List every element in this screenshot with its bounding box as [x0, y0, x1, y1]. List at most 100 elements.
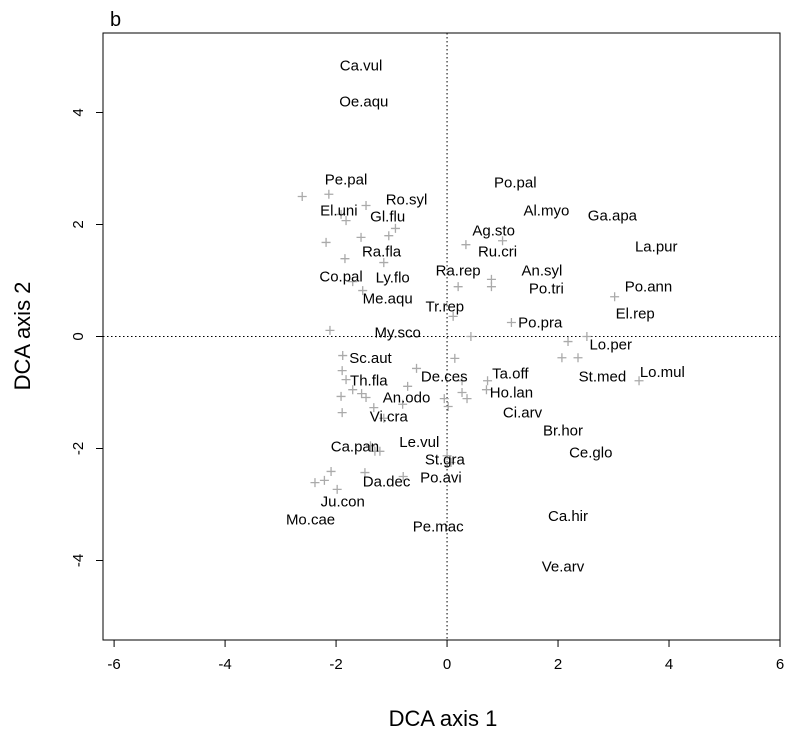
- species-label: Lo.mul: [640, 364, 685, 381]
- site-point: [634, 376, 644, 386]
- site-point: [486, 282, 496, 292]
- x-tick-label: -4: [218, 656, 231, 673]
- species-label: La.pur: [635, 238, 678, 255]
- x-axis-title: DCA axis 1: [389, 706, 498, 731]
- site-point: [336, 209, 346, 219]
- site-point: [390, 223, 400, 233]
- site-point: [337, 408, 347, 418]
- site-point: [457, 387, 467, 397]
- species-label: An.syl: [522, 262, 563, 279]
- species-label: Ag.sto: [472, 223, 515, 240]
- y-tick-label: 4: [70, 108, 87, 116]
- site-point: [337, 366, 347, 376]
- species-label: Po.pal: [494, 175, 537, 192]
- site-point: [375, 446, 385, 456]
- species-label: Ju.con: [321, 494, 365, 511]
- x-tick-label: 6: [776, 656, 784, 673]
- species-label: Pe.mac: [413, 518, 464, 535]
- site-point: [461, 240, 471, 250]
- site-point: [462, 394, 472, 404]
- species-label: Ve.arv: [542, 559, 585, 576]
- site-point: [356, 232, 366, 242]
- species-label: Ru.cri: [478, 243, 517, 260]
- species-label: Po.tri: [529, 280, 564, 297]
- species-label: Gl.flu: [370, 209, 405, 226]
- site-point: [332, 484, 342, 494]
- species-label: St.med: [579, 368, 627, 385]
- y-tick-label: -2: [70, 442, 87, 455]
- site-point: [450, 353, 460, 363]
- site-point: [340, 254, 350, 264]
- site-point: [341, 216, 351, 226]
- species-label: Co.pal: [319, 269, 362, 286]
- species-label: Ga.apa: [588, 208, 638, 225]
- site-point: [448, 311, 458, 321]
- site-point: [412, 363, 422, 373]
- site-point: [506, 318, 516, 328]
- site-point: [348, 277, 358, 287]
- species-label: Po.ann: [625, 279, 673, 296]
- site-point: [326, 466, 336, 476]
- species-label: El.uni: [320, 203, 358, 220]
- site-point: [446, 457, 456, 467]
- site-point: [610, 292, 620, 302]
- site-point: [336, 391, 346, 401]
- species-label: Ce.glo: [569, 444, 612, 461]
- site-point: [361, 200, 371, 210]
- site-point: [310, 478, 320, 488]
- species-label: De.ces: [421, 368, 468, 385]
- site-point: [483, 376, 493, 386]
- species-label: El.rep: [616, 306, 655, 323]
- site-point: [557, 353, 567, 363]
- site-point: [466, 332, 476, 341]
- x-tick-label: -6: [107, 656, 120, 673]
- species-label: Ca.pan: [331, 438, 379, 455]
- site-point: [453, 282, 463, 292]
- species-label: Po.avi: [420, 470, 462, 487]
- site-point: [297, 192, 307, 202]
- x-tick-label: -2: [329, 656, 342, 673]
- site-point: [398, 399, 408, 409]
- species-label: Br.hor: [543, 423, 583, 440]
- species-label: St.gra: [425, 452, 466, 469]
- species-label: Oe.aqu: [339, 93, 388, 110]
- site-point: [398, 471, 408, 481]
- species-label: Ta.off: [492, 365, 529, 382]
- species-label: Sc.aut: [349, 350, 392, 367]
- site-point: [357, 389, 367, 399]
- species-label: Mo.cae: [286, 512, 335, 529]
- site-point: [379, 258, 389, 268]
- species-label: Me.aqu: [363, 290, 413, 307]
- site-point: [582, 332, 592, 341]
- site-point: [338, 351, 348, 361]
- site-point: [358, 286, 368, 296]
- x-tick-label: 0: [443, 656, 451, 673]
- species-label: Ly.flo: [376, 270, 410, 287]
- species-label: An.odo: [383, 390, 431, 407]
- site-point: [379, 413, 389, 423]
- site-point: [365, 441, 375, 451]
- species-label: Da.dec: [363, 474, 411, 491]
- site-point: [563, 337, 573, 347]
- species-label: Ca.vul: [340, 57, 383, 74]
- species-label: Lo.per: [589, 336, 632, 353]
- site-point: [403, 381, 413, 391]
- site-point: [498, 236, 508, 246]
- x-tick-label: 4: [665, 656, 673, 673]
- site-point: [319, 475, 329, 485]
- species-label: Ra.rep: [436, 262, 481, 279]
- plot-frame: [102, 32, 781, 641]
- site-point: [325, 325, 335, 335]
- species-label: Th.fla: [350, 373, 388, 390]
- y-tick-label: -4: [70, 554, 87, 567]
- panel-label: b: [110, 9, 121, 31]
- site-point: [384, 231, 394, 241]
- site-point: [369, 403, 379, 413]
- site-point: [443, 401, 453, 411]
- y-axis-title: DCA axis 2: [10, 282, 35, 391]
- species-label: Tr.rep: [426, 298, 465, 315]
- site-point: [442, 451, 452, 461]
- species-label: Ci.arv: [503, 405, 543, 422]
